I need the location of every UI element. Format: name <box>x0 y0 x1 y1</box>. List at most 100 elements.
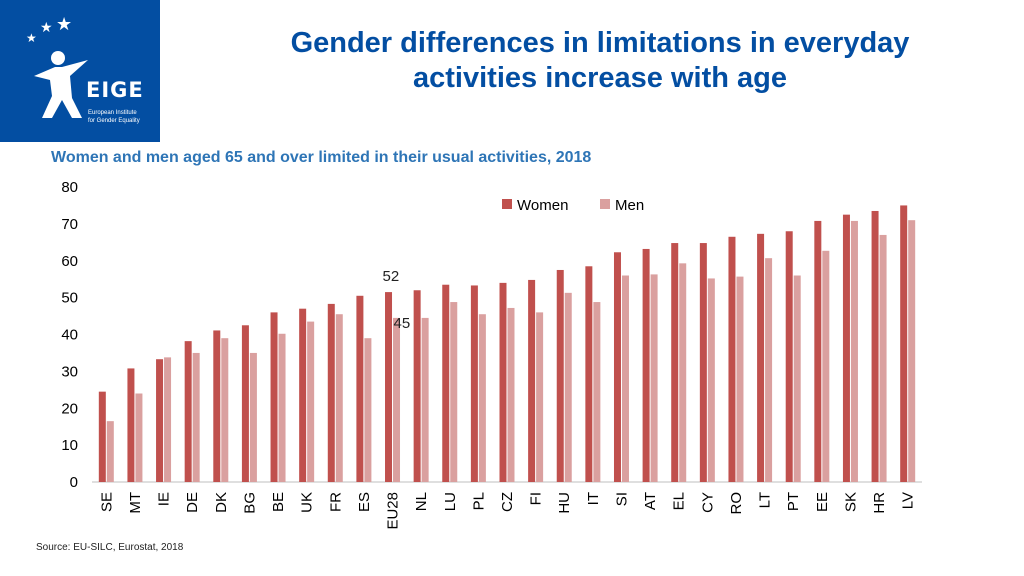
bar-men-pt <box>793 275 801 482</box>
x-tick-label: PT <box>785 492 802 511</box>
legend-swatch-men <box>600 199 610 209</box>
x-tick-label: BE <box>270 492 287 512</box>
bar-men-el <box>679 263 687 482</box>
bar-men-pl <box>478 314 486 482</box>
source-note: Source: EU-SILC, Eurostat, 2018 <box>36 542 184 553</box>
x-tick-label: HU <box>556 492 573 514</box>
x-tick-label: LU <box>442 492 459 511</box>
y-tick-label: 20 <box>61 400 78 417</box>
bar-men-ro <box>736 276 744 482</box>
bar-women-ie <box>156 359 164 482</box>
bar-women-hr <box>871 210 879 482</box>
bar-women-ro <box>728 236 736 482</box>
x-tick-label: EU28 <box>385 492 402 530</box>
bar-women-cy <box>699 243 707 482</box>
bar-women-uk <box>299 308 307 482</box>
bar-women-hu <box>556 269 564 482</box>
bar-men-fi <box>536 312 544 482</box>
x-tick-label: EL <box>671 492 688 510</box>
bar-women-es <box>356 295 364 482</box>
y-tick-label: 0 <box>70 474 78 491</box>
title-line-1: Gender differences in limitations in eve… <box>290 27 910 59</box>
x-tick-label: NL <box>413 492 430 511</box>
x-tick-label: RO <box>728 492 745 515</box>
y-tick-label: 10 <box>61 437 78 454</box>
eige-logo-graphic: ★ ★ ★ <box>26 14 88 118</box>
bar-men-it <box>593 302 601 482</box>
bar-men-es <box>364 338 372 482</box>
bar-men-eu28 <box>393 317 401 482</box>
x-tick-label: LT <box>757 492 774 508</box>
person-figure-icon <box>34 51 88 118</box>
bar-men-lu <box>450 302 458 482</box>
bar-men-nl <box>421 317 429 482</box>
bar-women-mt <box>127 368 135 482</box>
x-tick-label: IT <box>585 492 602 505</box>
bar-women-si <box>613 252 621 482</box>
bar-women-nl <box>413 290 421 482</box>
x-tick-label: FR <box>327 492 344 512</box>
y-tick-label: 40 <box>61 327 78 344</box>
y-tick-label: 80 <box>61 179 78 196</box>
x-tick-label: DE <box>184 492 201 513</box>
slide-title: Gender differences in limitations in eve… <box>180 26 1020 96</box>
bar-women-sk <box>842 214 850 482</box>
bar-women-at <box>642 248 650 482</box>
bar-men-sk <box>850 220 858 483</box>
logo-subtitle-1: European Institute <box>88 110 137 116</box>
legend-label-women: Women <box>517 197 568 214</box>
bar-men-hu <box>564 292 572 482</box>
x-tick-label: ES <box>356 492 373 512</box>
bar-women-be <box>270 312 278 482</box>
y-tick-label: 60 <box>61 253 78 270</box>
bar-women-lv <box>900 205 908 482</box>
y-tick-label: 50 <box>61 290 78 307</box>
bar-men-lv <box>908 220 916 482</box>
bar-women-eu28 <box>385 292 393 482</box>
bar-women-cz <box>499 282 507 482</box>
bar-women-pl <box>470 285 478 482</box>
x-tick-label: CZ <box>499 492 516 512</box>
bar-women-lt <box>757 233 765 482</box>
star-icon: ★ <box>40 19 53 35</box>
x-tick-label: EE <box>814 492 831 512</box>
bar-men-cy <box>707 278 715 482</box>
bar-women-fr <box>327 303 335 482</box>
bar-women-ee <box>814 220 822 483</box>
bar-women-it <box>585 266 593 482</box>
logo-brand: EIGE <box>86 78 144 102</box>
bar-men-ie <box>164 357 172 482</box>
x-tick-label: LV <box>900 492 917 509</box>
bar-men-ee <box>822 250 830 482</box>
x-tick-label: UK <box>299 492 316 513</box>
chart-title: Women and men aged 65 and over limited i… <box>51 149 592 166</box>
data-label: 52 <box>383 268 400 285</box>
bar-men-be <box>278 333 286 482</box>
bar-women-dk <box>213 330 221 482</box>
x-tick-label: BG <box>241 492 258 514</box>
legend-label-men: Men <box>615 197 644 214</box>
bar-men-lt <box>765 258 773 482</box>
bar-women-pt <box>785 231 793 482</box>
bar-men-uk <box>307 321 315 482</box>
x-tick-label: DK <box>213 492 230 513</box>
bar-men-at <box>650 274 658 482</box>
x-tick-label: IE <box>156 492 173 506</box>
bar-men-si <box>621 275 629 482</box>
bar-women-de <box>184 341 192 482</box>
x-tick-label: SE <box>98 492 115 512</box>
bar-women-bg <box>241 325 249 482</box>
bar-men-bg <box>249 352 257 482</box>
eige-logo: ★ ★ ★ EIGE European Institute for Gender… <box>0 0 160 142</box>
x-tick-label: SK <box>842 492 859 512</box>
x-tick-label: FI <box>528 492 545 505</box>
legend-swatch-women <box>502 199 512 209</box>
y-tick-label: 30 <box>61 363 78 380</box>
x-tick-label: HR <box>871 492 888 514</box>
bar-women-fi <box>528 279 536 482</box>
title-line-2: activities increase with age <box>413 62 787 94</box>
data-label: 45 <box>394 315 411 332</box>
bar-men-de <box>192 352 200 482</box>
y-tick-label: 70 <box>61 216 78 233</box>
